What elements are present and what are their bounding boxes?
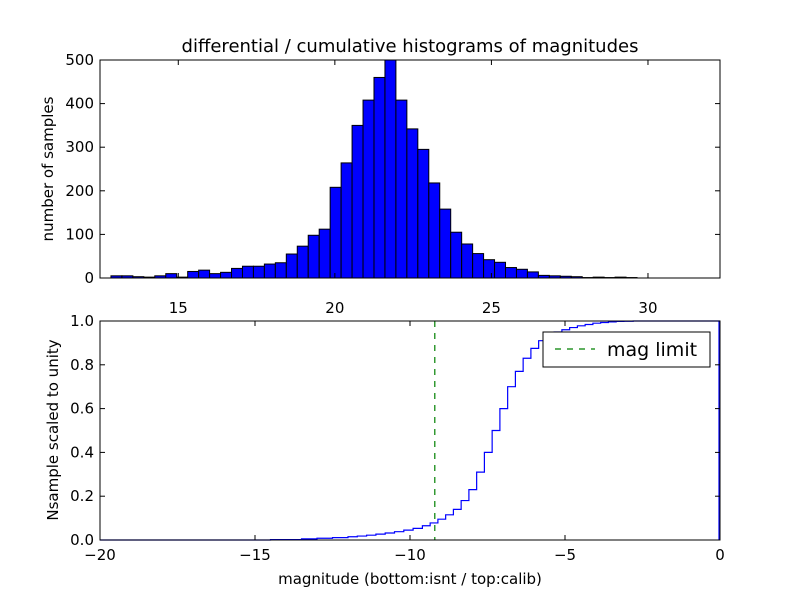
histogram-bar [461,243,474,279]
bottom-plot-frame [99,320,721,541]
histogram-bar [515,268,528,279]
histogram-bar [340,162,353,279]
histogram-bar [263,263,276,279]
bottom-axis-ticks: −20 −15 −10 −5 0 0.0 0.2 0.4 0.6 0.8 1.0 [70,312,725,564]
top-x-tick-label: 20 [325,299,344,317]
histogram-bar [187,270,200,279]
bottom-y-tick-label: 0.0 [70,531,94,549]
bottom-y-tick-label: 1.0 [70,312,94,330]
bottom-y-tick-label: 0.8 [70,356,94,374]
histogram-bar [220,271,233,279]
histogram-bar [252,265,265,279]
histogram-bar [231,267,243,279]
bottom-y-tick-label: 0.2 [70,487,94,505]
bottom-x-tick-label: −10 [394,546,426,564]
top-y-axis-label: number of samples [39,96,57,241]
histogram-bar [472,253,485,279]
bottom-x-tick-label: −15 [239,546,271,564]
bottom-x-tick-label: 0 [715,546,725,564]
top-y-tick-label: 300 [65,138,94,156]
top-y-tick-label: 200 [65,182,94,200]
histogram-bar [296,245,309,279]
top-y-tick-label: 500 [65,51,94,69]
histogram-bars [110,59,638,279]
histogram-bar [384,59,397,279]
bottom-x-axis-label: magnitude (bottom:isnt / top:calib) [278,570,542,588]
bottom-y-tick-label: 0.6 [70,400,94,418]
legend-label: mag limit [607,339,697,361]
differential-histogram-panel: differential / cumulative histograms of … [39,36,721,317]
histogram-bar [483,259,496,279]
bottom-x-tick-label: −20 [84,546,116,564]
histogram-bar [209,273,222,279]
legend: mag limit [542,331,711,368]
histogram-bar [285,253,298,279]
chart-title: differential / cumulative histograms of … [182,36,639,57]
histogram-bar [505,267,517,279]
histogram-bar [329,186,342,279]
histogram-bar [241,265,254,279]
cumulative-lines [100,320,720,541]
top-y-tick-label: 100 [65,225,94,243]
top-y-tick-label: 400 [65,95,94,113]
histogram-bar [439,208,452,279]
histogram-bar [198,269,211,279]
histogram-bar [373,76,386,279]
histogram-bar [351,124,364,279]
histogram-bar [395,99,408,279]
top-y-tick-label: 0 [84,269,94,287]
histogram-bar [307,234,320,279]
top-x-tick-label: 15 [169,299,188,317]
histogram-bar [318,228,331,279]
bottom-y-axis-label: Nsample scaled to unity [44,339,62,520]
histogram-bar [406,128,419,279]
top-x-tick-label: 25 [482,299,501,317]
cumulative-step-line [100,320,720,541]
histogram-bar [526,271,539,279]
histogram-bar [417,148,430,279]
bottom-y-tick-label: 0.4 [70,443,94,461]
top-x-tick-label: 30 [638,299,657,317]
histogram-bar [450,231,463,279]
top-plot-frame [99,59,721,279]
histogram-bar [274,262,287,279]
bottom-x-tick-label: −5 [554,546,576,564]
cumulative-histogram-panel: Nsample scaled to unity magnitude (botto… [44,312,725,588]
histogram-bar [165,273,178,279]
histogram-bar [428,182,441,279]
histogram-bar [362,99,375,279]
histogram-bar [494,261,507,279]
